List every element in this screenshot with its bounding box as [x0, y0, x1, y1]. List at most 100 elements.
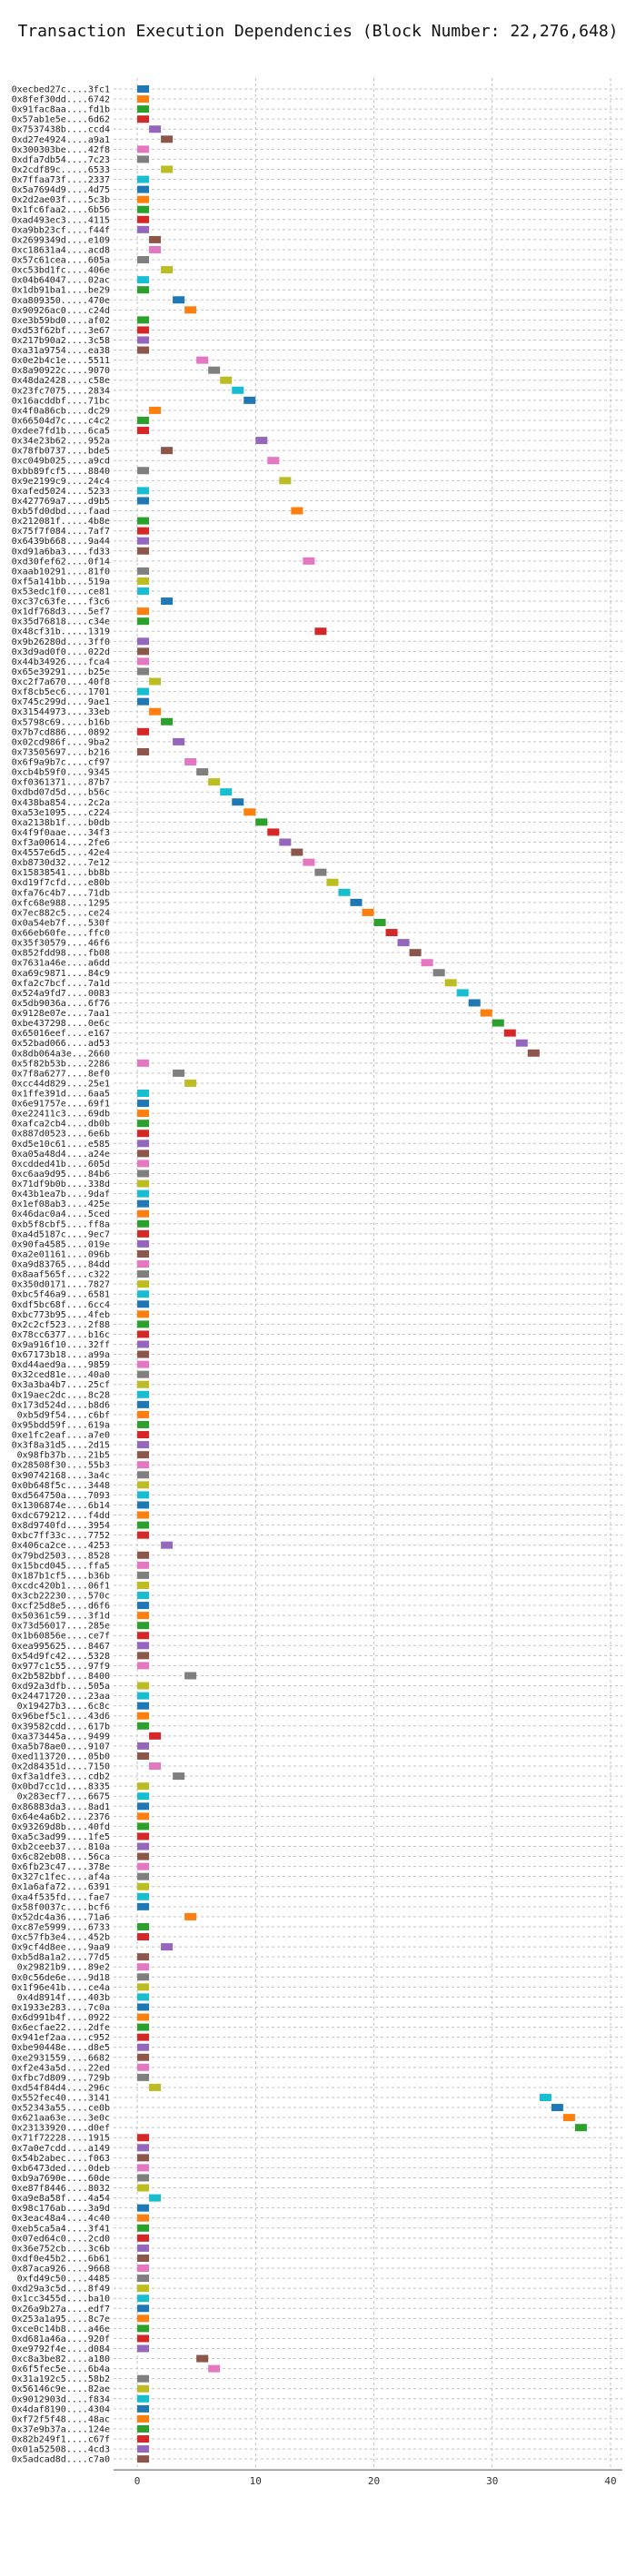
transaction-bar [137, 1310, 150, 1318]
transaction-label: 0x887d0523....6e6b [12, 1130, 110, 1140]
transaction-label: 0xe87f8446....8032 [12, 2184, 110, 2194]
transaction-bar [137, 2053, 150, 2061]
transaction-label: 0xc8a3be82....a180 [12, 2354, 110, 2364]
transaction-bar [137, 1511, 150, 1519]
transaction-label: 0x4f9f0aae....34f3 [12, 828, 110, 838]
transaction-label: 0x1a6afa72....6391 [12, 1882, 110, 1892]
x-tick-label: 40 [604, 2475, 616, 2487]
transaction-label: 0x48da2428....c58e [12, 376, 110, 386]
transaction-bar [173, 1069, 185, 1077]
transaction-label: 0x5adcad8d....c7a0 [12, 2455, 110, 2465]
transaction-bar [137, 567, 150, 575]
transaction-bar [362, 908, 374, 916]
transaction-label: 0x65016eef....e167 [12, 1029, 110, 1039]
transaction-bar [149, 1732, 162, 1740]
transaction-label: 0x6ecfae22....2dfe [12, 2023, 110, 2033]
transaction-label: 0xd44aed9a....9859 [12, 1360, 110, 1370]
transaction-bar [137, 2344, 150, 2353]
transaction-label: 0xb2ceeb37....810a [12, 1842, 110, 1852]
transaction-bar [137, 1170, 150, 1178]
transaction-bar [137, 1330, 150, 1338]
transaction-bar [137, 2414, 150, 2423]
transaction-bar [137, 155, 150, 163]
transaction-label: 0xbe437298....0e6c [12, 1019, 110, 1029]
transaction-bar [137, 1882, 150, 1890]
transaction-label: 0xd53f62bf....3e67 [12, 326, 110, 336]
transaction-label: 0x1fc6faa2....6b56 [12, 205, 110, 215]
transaction-label: 0xf8cb5ec6....1701 [12, 687, 110, 697]
transaction-label: 0x5798c69.....b16b [12, 717, 110, 727]
transaction-label: 0x187b1cf5....b36b [12, 1571, 110, 1581]
transaction-label: 0xd5e10c61....e585 [12, 1140, 110, 1150]
transaction-bar [527, 1049, 540, 1057]
transaction-label: 0x50361c59....3f1d [12, 1612, 110, 1622]
transaction-label: 0x46dac0a4....5ced [12, 1209, 110, 1219]
transaction-label: 0xb5d9f54....c6bf [17, 1410, 110, 1420]
transaction-label: 0x3cb22230....570c [12, 1592, 110, 1602]
transaction-label: 0xa4d5187c....9ec7 [12, 1229, 110, 1239]
transaction-bar [137, 577, 150, 585]
transaction-bar [137, 1993, 150, 2001]
transaction-bar [291, 848, 303, 856]
transaction-bar [137, 2073, 150, 2081]
transaction-bar [243, 396, 256, 404]
transaction-label: 0x2d84351d....7150 [12, 1762, 110, 1772]
transaction-bar [137, 1702, 150, 1710]
transaction-label: 0x3a3ba4b7....25cf [12, 1380, 110, 1390]
transaction-bar [149, 2083, 162, 2091]
transaction-label: 0xd30fef62....0f14 [12, 557, 110, 567]
transaction-bar [137, 2224, 150, 2232]
transaction-bar [137, 276, 150, 284]
transaction-label: 0x941ef2aa....c952 [12, 2033, 110, 2043]
transaction-bar [137, 1842, 150, 1851]
transaction-bar [137, 487, 150, 495]
transaction-label: 0x1306874e....6b14 [12, 1501, 110, 1511]
transaction-label: 0x04b64047....02ac [12, 276, 110, 286]
transaction-bar [137, 1059, 150, 1067]
transaction-bar [208, 366, 221, 374]
transaction-label: 0x16acddbf....71bc [12, 396, 110, 406]
transaction-label: 0x36e752cb....3c6b [12, 2244, 110, 2254]
transaction-label: 0x71f72228....1915 [12, 2134, 110, 2144]
transaction-label: 0x52bad066....ad53 [12, 1039, 110, 1049]
transaction-bar [208, 2364, 221, 2373]
transaction-bar [137, 2384, 150, 2393]
transaction-bar [574, 2124, 587, 2132]
transaction-bar [137, 1602, 150, 1610]
transaction-label: 0x15838541....bb8b [12, 868, 110, 878]
transaction-label: 0xf72f5f48....48ac [12, 2414, 110, 2424]
transaction-bar [137, 2394, 150, 2403]
transaction-bar [137, 1120, 150, 1128]
transaction-label: 0x66504d7c....c4c2 [12, 416, 110, 426]
transaction-label: 0x2c2cf523....2f88 [12, 1320, 110, 1330]
transaction-bar [137, 1792, 150, 1801]
transaction-label: 0xd92a3dfb....505a [12, 1682, 110, 1692]
x-tick-label: 10 [250, 2475, 262, 2487]
transaction-bar [137, 1592, 150, 1599]
transaction-label: 0x0c56de6e....9d18 [12, 1973, 110, 1983]
transaction-label: 0xcc44d829....25e1 [12, 1079, 110, 1089]
transaction-label: 0x53edc1f0....ce81 [12, 587, 110, 597]
transaction-bar [137, 2134, 150, 2142]
transaction-label: 0x19427b3....6c8c [17, 1702, 110, 1712]
transaction-label: 0x212081f.....4b8e [12, 517, 110, 527]
transaction-bar [137, 175, 150, 183]
transaction-label: 0x745c299d....9ae1 [12, 697, 110, 707]
transaction-bar [137, 1380, 150, 1388]
transaction-bar [137, 1632, 150, 1640]
transaction-bar [137, 1892, 150, 1900]
transaction-bar [161, 447, 174, 455]
transaction-bar [137, 667, 150, 676]
transaction-bar [137, 1441, 150, 1449]
transaction-bar [161, 597, 174, 606]
transaction-bar [137, 1551, 150, 1559]
transaction-label: 0xa373445a....9499 [12, 1732, 110, 1742]
transaction-label: 0x3f8a31d5....2d15 [12, 1441, 110, 1451]
transaction-bar [184, 758, 197, 766]
chart-title: Transaction Execution Dependencies (Bloc… [17, 22, 618, 41]
transaction-label: 0xdc679212....f4dd [12, 1511, 110, 1521]
transaction-label: 0x0a54eb7f....530f [12, 918, 110, 928]
transaction-label: 0xdbd07d5d....b56c [12, 788, 110, 798]
transaction-label: 0x1f96e41b....ce4a [12, 1983, 110, 1993]
transaction-bar [137, 326, 150, 334]
